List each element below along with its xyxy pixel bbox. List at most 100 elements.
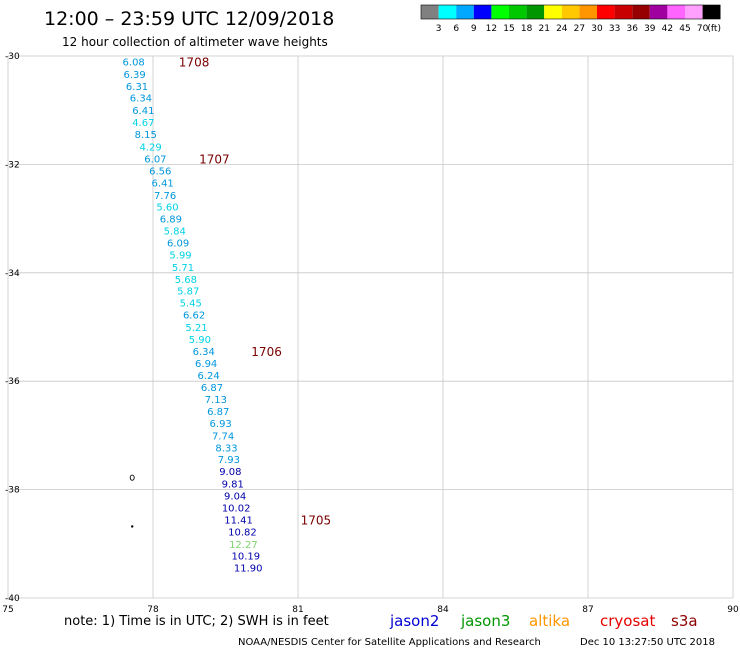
wave-height-value: 5.87 — [177, 287, 199, 298]
lat-tick-label: -30 — [5, 52, 20, 62]
wave-height-value: 6.41 — [132, 106, 154, 117]
scale-label: 15 — [503, 24, 514, 34]
wave-height-value: 9.08 — [219, 467, 241, 478]
scale-swatch — [579, 5, 597, 19]
wave-height-value: 9.81 — [222, 480, 244, 491]
axis-ticks: 75 78 81 84 87 90 -30 -32 -34 -36 -38 -40 — [2, 52, 739, 615]
wave-height-value: 6.08 — [123, 57, 145, 68]
lon-tick-label: 78 — [147, 605, 159, 615]
wave-height-value: 6.56 — [149, 166, 171, 177]
satellite-legend: jason2 jason3 altika cryosat s3a — [389, 612, 698, 630]
units-note: note: 1) Time is in UTC; 2) SWH is in fe… — [64, 614, 329, 629]
wave-height-value: 11.41 — [224, 515, 253, 526]
pass-time-labels: 1708 1707 1706 1705 — [179, 55, 331, 527]
wave-height-value: 6.87 — [207, 407, 229, 418]
wave-height-value: 5.45 — [180, 299, 202, 310]
wave-height-value: 5.84 — [164, 227, 186, 238]
scale-label: 9 — [471, 24, 477, 34]
lat-tick-label: -38 — [5, 486, 20, 496]
wave-height-value: 5.68 — [175, 275, 197, 286]
scale-swatch — [473, 5, 492, 19]
scale-swatch — [438, 5, 457, 19]
scale-swatch — [544, 5, 562, 19]
wave-height-value: 6.24 — [197, 371, 219, 382]
wave-height-value: 6.09 — [167, 238, 189, 249]
lat-tick-label: -34 — [5, 269, 20, 279]
pass-time-label: 1706 — [251, 345, 282, 359]
scale-unit: (ft) — [707, 24, 721, 34]
color-scale-legend: 3 6 9 12 15 18 21 24 27 30 33 36 39 42 45 70 (ft) — [420, 4, 721, 34]
wave-height-value: 7.93 — [218, 455, 240, 466]
wave-height-value: 6.41 — [152, 178, 174, 189]
wave-height-value: 6.87 — [201, 383, 223, 394]
wave-height-value: 6.89 — [160, 215, 182, 226]
wave-height-value: 6.07 — [144, 154, 166, 165]
wave-height-value: 6.39 — [124, 70, 146, 81]
scale-label: 39 — [644, 24, 656, 34]
lon-tick-label: 75 — [2, 605, 13, 615]
scale-swatch — [685, 5, 703, 19]
scale-label: 30 — [591, 24, 603, 34]
scale-label: 33 — [609, 24, 620, 34]
scale-label: 21 — [538, 24, 549, 34]
pass-time-label: 1708 — [179, 55, 210, 69]
satellite-legend-item: altika — [529, 612, 570, 630]
lon-tick-label: 81 — [292, 605, 303, 615]
lat-tick-label: -36 — [5, 377, 20, 387]
scale-label: 70 — [697, 24, 709, 34]
scale-swatch — [614, 5, 633, 19]
scale-label: 3 — [436, 24, 442, 34]
footer-credit: NOAA/NESDIS Center for Satellite Applica… — [238, 637, 541, 648]
scale-swatch — [561, 5, 580, 19]
scale-swatch — [667, 5, 685, 19]
scale-swatch — [526, 5, 545, 19]
lon-tick-label: 87 — [582, 605, 593, 615]
wave-height-value: 5.71 — [172, 263, 194, 274]
lat-tick-label: -32 — [5, 160, 20, 170]
satellite-legend-item: cryosat — [600, 612, 655, 630]
wave-height-value: 5.21 — [185, 323, 207, 334]
wave-height-value: 6.93 — [210, 419, 232, 430]
island-marker — [129, 474, 135, 481]
scale-swatch — [632, 5, 650, 19]
scale-swatch — [421, 5, 439, 19]
wave-height-value: 5.60 — [156, 203, 178, 214]
scale-swatch — [456, 5, 474, 19]
scale-swatch — [649, 5, 668, 19]
wave-height-value: 8.33 — [215, 443, 237, 454]
scale-swatch — [597, 5, 615, 19]
map-grid — [7, 55, 734, 599]
wave-height-value: 7.13 — [205, 395, 227, 406]
scale-swatch — [509, 5, 527, 19]
scale-label: 18 — [521, 24, 533, 34]
wave-height-value: 10.02 — [222, 503, 251, 514]
wave-height-value: 7.76 — [154, 191, 176, 202]
scale-label: 24 — [556, 24, 568, 34]
wave-height-track: 6.086.396.316.346.414.678.154.296.076.56… — [123, 57, 263, 574]
scale-label: 42 — [662, 24, 673, 34]
page-title: 12:00 – 23:59 UTC 12/09/2018 — [44, 8, 334, 30]
wave-height-value: 5.90 — [189, 335, 211, 346]
wave-height-value: 6.94 — [195, 359, 217, 370]
scale-label: 12 — [486, 24, 497, 34]
scale-swatch — [491, 5, 509, 19]
scale-frame — [420, 4, 721, 20]
satellite-legend-item: s3a — [671, 612, 698, 630]
scale-label: 45 — [679, 24, 690, 34]
scale-label: 27 — [574, 24, 585, 34]
wave-height-value: 6.62 — [183, 311, 205, 322]
wave-height-value: 11.90 — [234, 564, 263, 575]
wave-height-value: 6.31 — [126, 82, 148, 93]
wave-height-value: 4.67 — [132, 118, 154, 129]
scale-swatch — [702, 5, 721, 19]
wave-height-value: 6.34 — [193, 347, 215, 358]
page-subtitle: 12 hour collection of altimeter wave hei… — [62, 35, 328, 49]
scale-label: 6 — [453, 24, 459, 34]
wave-height-value: 12.27 — [229, 540, 258, 551]
pass-time-label: 1705 — [301, 513, 332, 527]
land-marks — [129, 474, 135, 528]
wave-height-value: 8.15 — [135, 130, 157, 141]
lat-tick-label: -40 — [5, 594, 20, 604]
